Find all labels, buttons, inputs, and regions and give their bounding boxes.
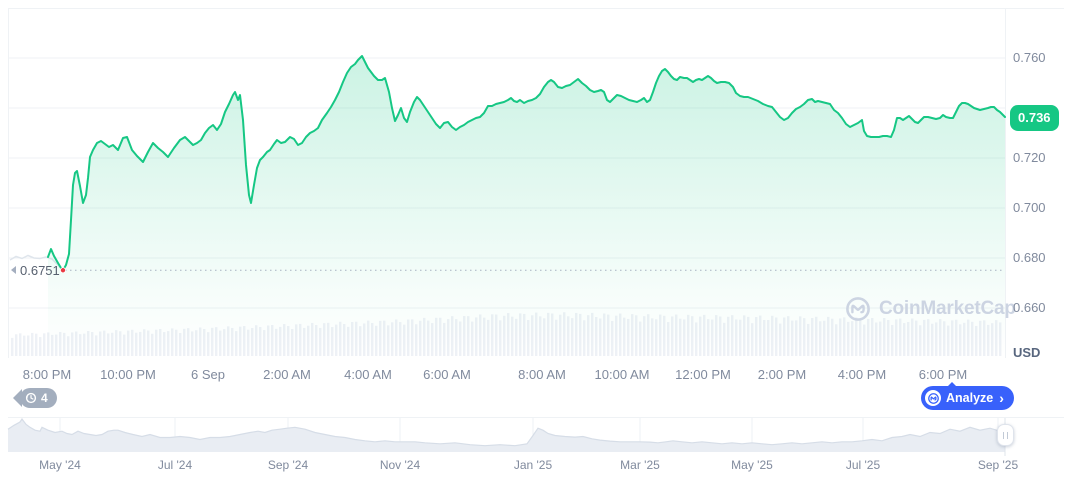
low-point-dot xyxy=(60,267,67,274)
analyze-button[interactable]: Analyze › xyxy=(921,382,1014,410)
time-axis-label: 6:00 AM xyxy=(423,367,471,382)
price-axis-label: 0.760 xyxy=(1013,50,1046,65)
time-axis-label: 4:00 PM xyxy=(837,367,887,382)
nav-axis-label: Jul '25 xyxy=(845,458,881,472)
coinmarketcap-logo-icon xyxy=(846,297,870,321)
low-marker-caret-icon xyxy=(11,266,16,275)
volume-bar xyxy=(15,334,18,356)
nav-axis-label: May '25 xyxy=(731,458,773,472)
history-clock-icon xyxy=(25,392,37,404)
nav-axis-label: May '24 xyxy=(39,458,81,472)
time-axis-label: 2:00 AM xyxy=(263,367,311,382)
chevron-right-icon: › xyxy=(999,390,1004,406)
navigator-area xyxy=(8,419,1005,452)
time-axis-label: 4:00 AM xyxy=(344,367,392,382)
volume-bar xyxy=(43,333,46,356)
volume-bar xyxy=(31,332,34,356)
time-axis-label: 8:00 PM xyxy=(22,367,72,382)
nav-axis-label: Mar '25 xyxy=(620,458,660,472)
coinmarketcap-watermark: CoinMarketCap xyxy=(845,296,1016,322)
time-axis-label: 10:00 PM xyxy=(100,367,156,382)
volume-bar xyxy=(19,333,22,356)
nav-axis-label: Jul '24 xyxy=(157,458,193,472)
volume-bar xyxy=(11,337,14,356)
watermark-text: CoinMarketCap xyxy=(879,298,1016,319)
price-axis-label: 0.680 xyxy=(1013,250,1046,265)
price-axis-unit: USD xyxy=(1013,345,1041,360)
history-count: 4 xyxy=(41,391,48,405)
volume-bar xyxy=(39,337,42,356)
price-axis-label: 0.660 xyxy=(1013,300,1046,315)
navigator-line xyxy=(7,417,1006,447)
nav-axis-label: Sep '24 xyxy=(267,458,309,472)
volume-bar xyxy=(35,333,38,356)
time-axis-label: 12:00 PM xyxy=(675,367,731,382)
nav-axis-label: Nov '24 xyxy=(379,458,421,472)
time-axis-label: 6:00 PM xyxy=(918,367,968,382)
current-price-badge: 0.736 xyxy=(1010,105,1059,131)
navigator-handle[interactable] xyxy=(997,424,1014,446)
time-axis-label: 2:00 PM xyxy=(757,367,807,382)
history-badge[interactable]: 4 xyxy=(13,388,57,408)
price-axis-label: 0.720 xyxy=(1013,150,1046,165)
volume-bar xyxy=(27,335,30,356)
nav-axis-label: Jan '25 xyxy=(513,458,553,472)
price-area-fill xyxy=(48,56,1005,356)
price-line xyxy=(47,55,1006,272)
time-axis-label: 10:00 AM xyxy=(594,367,650,382)
analyze-label: Analyze xyxy=(946,391,994,405)
nav-axis-label: Sep '25 xyxy=(977,458,1019,472)
time-axis-label: 6 Sep xyxy=(191,367,225,382)
time-axis-label: 8:00 AM xyxy=(518,367,566,382)
price-axis-label: 0.700 xyxy=(1013,200,1046,215)
volume-bar xyxy=(23,335,26,356)
analyze-logo-icon xyxy=(925,390,941,406)
low-price-annotation: 0.6751 xyxy=(20,263,60,279)
